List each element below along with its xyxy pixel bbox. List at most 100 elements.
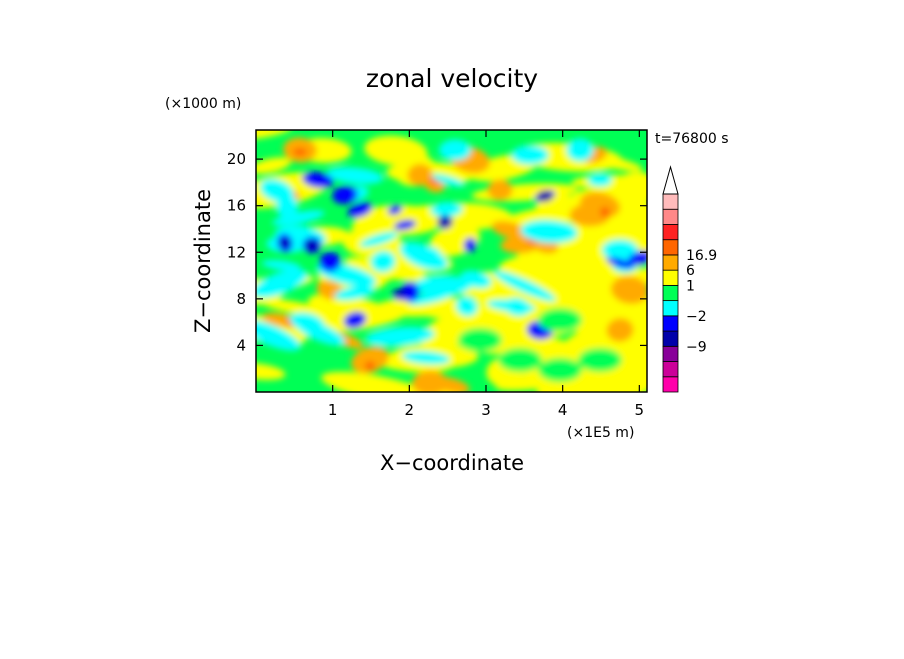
field-contour — [305, 240, 319, 250]
field-contour — [365, 326, 435, 347]
field-contour — [364, 361, 376, 371]
field-contour — [578, 348, 622, 372]
colorbar-band — [662, 254, 679, 271]
field-contour — [256, 319, 301, 351]
field-contour — [359, 231, 399, 248]
field-contour — [413, 275, 472, 296]
colorbar-band — [662, 224, 679, 241]
colorbar-band — [662, 269, 679, 286]
field-contour — [276, 194, 299, 219]
field-contour — [321, 371, 435, 392]
field-contour — [430, 201, 463, 218]
y-tick-label: 16 — [227, 197, 246, 215]
field-contour — [520, 219, 578, 244]
field-contour — [351, 346, 389, 374]
colorbar: 16.961 −2 −9 — [662, 165, 717, 393]
field-contour — [455, 296, 478, 317]
field-contour — [579, 191, 621, 219]
field-contour — [538, 358, 582, 382]
x-tick-label: 3 — [481, 401, 491, 419]
field-contour — [256, 130, 292, 140]
velocity-field — [256, 130, 647, 392]
colorbar-label: 16.9 — [686, 248, 717, 264]
field-contour — [538, 308, 582, 332]
field-contour — [343, 311, 367, 329]
field-contour — [401, 350, 451, 365]
field-contour — [610, 276, 647, 304]
field-contour — [332, 185, 358, 205]
plot-frame — [255, 129, 648, 393]
x-axis-label: X−coordinate — [380, 451, 524, 475]
field-contour — [487, 179, 513, 201]
field-contour — [606, 318, 634, 342]
colorbar-label: 1 — [686, 278, 695, 294]
x-tick-label: 5 — [635, 401, 645, 419]
field-contour — [387, 205, 403, 215]
field-contour — [566, 138, 594, 162]
colorbar-band — [662, 239, 679, 256]
field-contour — [511, 145, 549, 165]
colorbar-label: 6 — [686, 263, 695, 279]
chart-title: zonal velocity — [366, 64, 538, 93]
field-contour — [347, 202, 373, 218]
time-label: t=76800 s — [655, 131, 729, 147]
x-axis-ticks: 1 2 3 4 5 — [328, 130, 644, 419]
field-contour — [289, 312, 325, 332]
x-tick-label: 1 — [328, 401, 338, 419]
colorbar-band — [662, 345, 679, 362]
x-tick-label: 4 — [558, 401, 568, 419]
colorbar-band — [662, 330, 679, 347]
field-contour — [627, 250, 647, 266]
field-contour — [431, 174, 465, 187]
colorbar-arrow — [662, 165, 679, 195]
colorbar-band — [662, 361, 679, 378]
field-contour — [412, 370, 448, 392]
field-contour — [487, 299, 536, 313]
y-axis-ticks: 4 8 12 16 20 — [227, 150, 647, 354]
field-contour — [437, 216, 453, 228]
field-contour — [372, 296, 471, 317]
field-contour — [334, 285, 376, 301]
field-contour — [498, 348, 542, 372]
field-contour — [537, 190, 553, 202]
x-tick-label: 2 — [405, 401, 415, 419]
field-contour — [600, 206, 610, 218]
field-contour — [582, 211, 647, 245]
x-unit-label: (×1E5 m) — [567, 425, 634, 441]
field-contour — [491, 220, 529, 240]
field-contour — [279, 239, 291, 247]
field-contour — [606, 257, 634, 269]
field-contour — [256, 157, 292, 174]
y-tick-label: 12 — [227, 243, 246, 261]
field-contour — [458, 328, 502, 352]
field-contour — [262, 259, 301, 271]
field-contour — [302, 171, 334, 189]
colorbar-label: −9 — [686, 339, 707, 355]
field-contour — [493, 270, 556, 302]
field-contour — [496, 205, 590, 231]
field-contour — [256, 269, 308, 299]
field-contour — [399, 242, 448, 271]
field-contour — [460, 270, 492, 289]
field-contour — [394, 289, 406, 297]
field-contour — [394, 219, 416, 231]
field-contour — [354, 204, 444, 236]
colorbar-band — [662, 284, 679, 302]
y-axis-label: Z−coordinate — [191, 189, 215, 333]
colorbar-band — [662, 300, 679, 317]
y-tick-label: 8 — [236, 290, 246, 308]
colorbar-band — [662, 376, 679, 393]
field-contour — [438, 139, 472, 161]
y-tick-label: 4 — [236, 336, 246, 354]
field-contour — [308, 294, 363, 320]
field-contour — [400, 282, 420, 302]
colorbar-band — [662, 315, 679, 332]
y-unit-label: (×1000 m) — [165, 96, 241, 112]
field-contour — [370, 250, 396, 273]
field-contour — [272, 210, 325, 226]
field-contour — [601, 239, 639, 261]
field-contour — [292, 148, 308, 156]
field-contour — [319, 252, 341, 272]
field-contour — [364, 135, 428, 166]
